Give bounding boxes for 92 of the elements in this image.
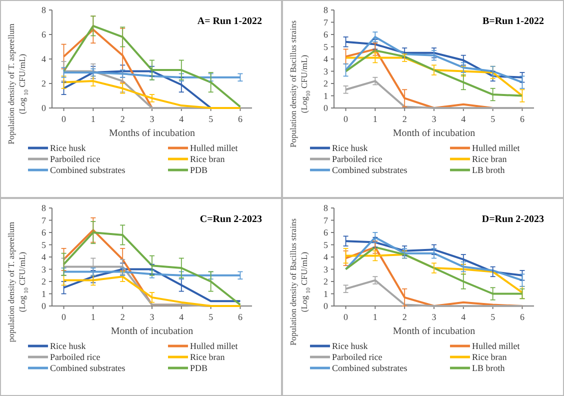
- x-tick-label: 2: [402, 312, 407, 322]
- y-tick-label: 3: [42, 264, 46, 274]
- x-tick-label: 4: [461, 312, 466, 322]
- x-tick-label: 1: [372, 114, 378, 124]
- x-tick-label: 1: [372, 312, 378, 322]
- legend-label: Rice bran: [472, 352, 508, 362]
- x-axis-title: Month of incubation: [392, 326, 476, 337]
- x-tick-label: 5: [490, 114, 496, 124]
- legend-label: Parboiled rice: [50, 154, 100, 164]
- text: B=Run 1-2022: [482, 16, 544, 27]
- x-tick-label: 4: [461, 114, 466, 124]
- y-tick-label: 6: [42, 228, 46, 238]
- y-tick-label: 3: [324, 66, 328, 76]
- y-tick-label: 1: [324, 288, 328, 299]
- x-tick-label: 5: [208, 312, 214, 322]
- x-tick-label: 2: [120, 312, 125, 322]
- legend-label: Combined substrates: [50, 165, 126, 176]
- x-tick-label: 1: [90, 114, 96, 124]
- y-tick-label: 5: [42, 240, 46, 250]
- legend-label: Hulled millet: [472, 143, 520, 154]
- legend-label: LB broth: [472, 165, 506, 176]
- y-tick-label: 0: [324, 103, 328, 114]
- x-tick-label: 3: [432, 114, 437, 124]
- x-tick-label: 0: [62, 114, 67, 124]
- y-tick-label: 4: [42, 54, 46, 64]
- x-tick-label: 6: [520, 114, 525, 124]
- legend-label: Parboiled rice: [332, 352, 382, 362]
- y-tick-label: 0: [42, 301, 46, 312]
- y-tick-label: 4: [324, 54, 328, 64]
- y-tick-label: 7: [42, 215, 46, 226]
- x-tick-label: 3: [432, 312, 437, 322]
- legend-label: LB broth: [472, 363, 506, 374]
- x-tick-label: 5: [208, 114, 214, 124]
- text: D=Run 2-2023: [482, 214, 544, 225]
- y-tick-label: 7: [324, 17, 328, 28]
- legend-label: Rice husk: [50, 143, 86, 154]
- legend-label: Combined substrates: [332, 165, 408, 176]
- y-tick-label: 7: [324, 215, 328, 226]
- legend-label: Hulled millet: [472, 341, 520, 352]
- x-tick-label: 0: [62, 312, 67, 322]
- y-tick-label: 5: [324, 240, 328, 250]
- x-tick-label: 0: [344, 114, 349, 124]
- legend-label: Hulled millet: [190, 143, 238, 154]
- x-tick-label: 3: [150, 114, 155, 124]
- y-tick-label: 8: [42, 5, 46, 16]
- y-tick-label: 2: [324, 78, 328, 89]
- y-tick-label: 2: [42, 78, 46, 89]
- text: A= Run 1-2022: [197, 16, 262, 27]
- legend-label: Rice bran: [472, 154, 508, 164]
- x-tick-label: 3: [150, 312, 155, 322]
- x-tick-label: 1: [90, 312, 96, 322]
- y-tick-label: 3: [324, 264, 328, 274]
- y-tick-label: 0: [42, 103, 46, 114]
- x-axis-title: Month of incubation: [392, 128, 476, 139]
- legend-label: Hulled millet: [190, 341, 238, 352]
- y-tick-label: 8: [324, 203, 328, 214]
- y-tick-label: 6: [42, 30, 46, 40]
- x-tick-label: 2: [120, 114, 125, 124]
- y-tick-label: 6: [324, 30, 328, 40]
- text: C=Run 2-2023: [200, 214, 262, 225]
- x-tick-label: 4: [179, 312, 184, 322]
- legend-label: Combined substrates: [332, 363, 408, 374]
- x-tick-label: 4: [179, 114, 184, 124]
- legend-label: Rice husk: [332, 341, 368, 352]
- y-tick-label: 0: [324, 301, 328, 312]
- x-tick-label: 6: [238, 312, 243, 322]
- legend-label: Parboiled rice: [50, 352, 100, 362]
- x-tick-label: 0: [344, 312, 349, 322]
- x-tick-label: 5: [490, 312, 496, 322]
- legend-label: Rice bran: [190, 352, 226, 362]
- y-tick-label: 4: [42, 252, 46, 262]
- legend-label: Combined substrates: [50, 363, 126, 374]
- x-axis-title: Months of incubation: [108, 128, 196, 139]
- y-tick-label: 2: [324, 276, 328, 287]
- x-tick-label: 6: [520, 312, 525, 322]
- x-tick-label: 6: [238, 114, 243, 124]
- y-tick-label: 8: [324, 5, 328, 16]
- legend-label: Rice husk: [332, 143, 368, 154]
- y-tick-label: 1: [42, 288, 46, 299]
- legend-label: Rice husk: [50, 341, 86, 352]
- x-axis-title: Month of incubation: [110, 326, 194, 337]
- y-tick-label: 5: [324, 42, 328, 52]
- y-tick-label: 4: [324, 252, 328, 262]
- x-tick-label: 2: [402, 114, 407, 124]
- legend-label: Rice bran: [190, 154, 226, 164]
- y-tick-label: 8: [42, 203, 46, 214]
- legend-label: PDB: [190, 363, 208, 374]
- legend-label: PDB: [190, 165, 208, 176]
- legend-label: Parboiled rice: [332, 154, 382, 164]
- y-tick-label: 1: [324, 90, 328, 101]
- y-tick-label: 6: [324, 228, 328, 238]
- y-tick-label: 2: [42, 276, 46, 287]
